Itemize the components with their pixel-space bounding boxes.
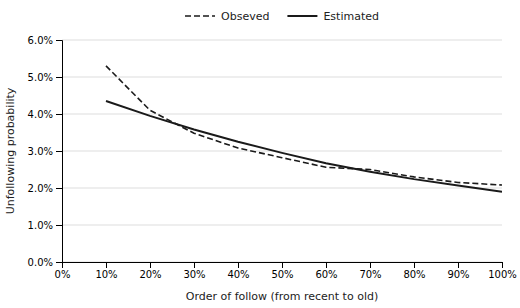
tick-label: 3.0% (28, 146, 53, 157)
tick: 70% (359, 262, 381, 280)
tick-label: 2.0% (28, 183, 53, 194)
tick-label: 20% (139, 269, 161, 280)
tick-label: 0% (55, 269, 71, 280)
x-axis-title: Order of follow (from recent to old) (186, 290, 378, 303)
legend-item: Estimated (287, 10, 379, 23)
tick: 6.0% (28, 35, 62, 46)
tick-mark (56, 114, 62, 115)
tick-mark (502, 262, 503, 268)
legend-label: Estimated (323, 10, 379, 23)
grid (62, 40, 502, 262)
legend-label: Obseved (221, 10, 269, 23)
tick-mark (106, 262, 107, 268)
tick-label: 30% (183, 269, 205, 280)
tick-mark (56, 151, 62, 152)
tick-label: 6.0% (28, 35, 53, 46)
tick-label: 70% (359, 269, 381, 280)
chart: 0% 10% 20% 30% 40% 50% 60% 70% 80% 90% 100% 0.0% 1.0… (0, 0, 520, 308)
tick: 0% (55, 262, 71, 280)
legend-item: Obseved (185, 10, 269, 23)
tick-mark (326, 262, 327, 268)
tick: 2.0% (28, 183, 62, 194)
legend-swatch (287, 15, 317, 17)
tick-mark (56, 188, 62, 189)
plot: 0% 10% 20% 30% 40% 50% 60% 70% 80% 90% 100% 0.0% 1.0… (28, 35, 517, 280)
grid-line (62, 114, 502, 115)
series-line (106, 101, 502, 192)
tick-mark (370, 262, 371, 268)
tick-label: 10% (95, 269, 117, 280)
tick-mark (150, 262, 151, 268)
axis-line (63, 263, 503, 269)
legend-swatch (185, 15, 215, 17)
tick-label: 90% (447, 269, 469, 280)
tick-mark (56, 225, 62, 226)
tick: 20% (139, 262, 161, 280)
tick: 4.0% (28, 109, 62, 120)
grid-line (62, 151, 502, 152)
lines (106, 66, 502, 192)
tick-mark (238, 262, 239, 268)
tick-mark (282, 262, 283, 268)
grid-line (62, 77, 502, 78)
tick: 0.0% (28, 257, 62, 268)
tick: 1.0% (28, 220, 62, 231)
tick-mark (414, 262, 415, 268)
tick: 100% (488, 262, 517, 280)
tick-mark (56, 77, 62, 78)
tick-mark (458, 262, 459, 268)
tick: 3.0% (28, 146, 62, 157)
grid-line (62, 225, 502, 226)
tick-label: 50% (271, 269, 293, 280)
tick-label: 5.0% (28, 72, 53, 83)
y-axis: 0.0% 1.0% 2.0% 3.0% 4.0% 5.0% 6.0% (28, 35, 63, 268)
y-axis-title: Unfollowing probability (4, 87, 17, 214)
axis-line (56, 41, 63, 263)
tick-label: 60% (315, 269, 337, 280)
tick-mark (194, 262, 195, 268)
tick: 90% (447, 262, 469, 280)
series-line (106, 66, 502, 185)
legend: Obseved Estimated (185, 10, 379, 23)
x-axis: 0% 10% 20% 30% 40% 50% 60% 70% 80% 90% 100% (55, 262, 517, 280)
tick-label: 100% (488, 269, 517, 280)
tick-label: 4.0% (28, 109, 53, 120)
tick-mark (56, 40, 62, 41)
tick: 10% (95, 262, 117, 280)
tick-label: 40% (227, 269, 249, 280)
tick: 5.0% (28, 72, 62, 83)
grid-line (62, 188, 502, 189)
tick: 30% (183, 262, 205, 280)
tick: 60% (315, 262, 337, 280)
tick: 40% (227, 262, 249, 280)
tick-label: 1.0% (28, 220, 53, 231)
tick-mark (56, 262, 62, 263)
tick-label: 80% (403, 269, 425, 280)
tick: 80% (403, 262, 425, 280)
tick-label: 0.0% (28, 257, 53, 268)
grid-line (62, 40, 502, 41)
tick: 50% (271, 262, 293, 280)
